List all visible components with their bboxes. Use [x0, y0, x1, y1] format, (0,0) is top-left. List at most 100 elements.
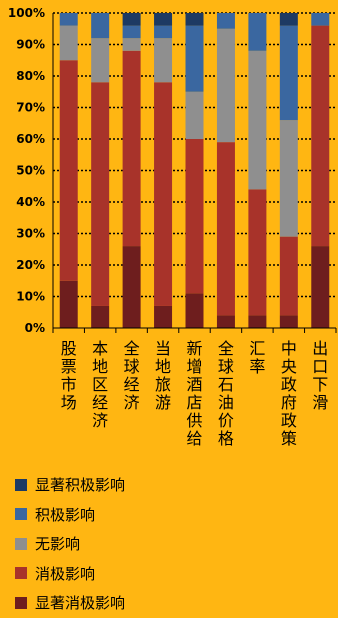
bar-segment	[185, 25, 204, 92]
bar-segment	[279, 120, 298, 237]
bar-segment	[279, 236, 298, 316]
legend-label: 消极影响	[35, 564, 96, 583]
y-tick-label: 10%	[16, 290, 45, 304]
x-tick-label: 出	[312, 339, 328, 358]
x-tick-label: 市	[61, 375, 77, 394]
y-tick-label: 100%	[8, 6, 45, 20]
x-tick-label: 府	[281, 393, 297, 412]
y-tick-label: 50%	[16, 164, 45, 178]
legend-item-positive: 积极影响	[15, 500, 125, 530]
legend-swatch	[15, 537, 27, 550]
bar-segment	[154, 82, 173, 306]
bar-segment	[59, 60, 78, 281]
x-tick-label: 地	[92, 357, 108, 376]
bar-segment	[122, 25, 141, 39]
bar-segment	[59, 13, 78, 26]
bar-segment	[154, 13, 173, 26]
x-tick-label: 经	[92, 393, 108, 412]
legend-swatch	[15, 596, 27, 609]
bar-segment	[279, 315, 298, 328]
x-tick-label: 政	[281, 411, 297, 430]
legend-label: 显著消极影响	[35, 594, 126, 613]
x-tick-label: 政	[281, 375, 297, 394]
bar-segment	[122, 13, 141, 26]
x-tick-label: 率	[249, 357, 265, 376]
bar-segment	[154, 305, 173, 328]
y-tick-label: 40%	[16, 195, 45, 209]
x-tick-label: 济	[92, 411, 108, 430]
bar-segment	[91, 38, 110, 83]
legend-label: 无影响	[35, 535, 81, 554]
x-tick-label: 供	[186, 411, 202, 430]
legend-label: 积极影响	[35, 505, 96, 524]
bar-segment	[216, 28, 235, 143]
bar-segment	[248, 13, 267, 51]
bar-segment	[185, 293, 204, 328]
x-tick-label: 旅	[155, 375, 171, 394]
x-tick-label: 增	[186, 357, 202, 376]
bar-segment	[185, 139, 204, 294]
legend-item-neutral: 无影响	[15, 529, 125, 559]
bar-segment	[216, 13, 235, 29]
x-tick-label: 汇	[249, 339, 265, 358]
bar-segment	[185, 13, 204, 26]
x-tick-label: 口	[312, 357, 328, 376]
bar-segment	[216, 142, 235, 316]
bar-segment	[91, 13, 110, 39]
x-tick-label: 滑	[312, 393, 328, 412]
x-tick-label: 本	[92, 339, 108, 358]
x-tick-label: 价	[218, 411, 234, 430]
bar-segment	[154, 25, 173, 39]
y-tick-label: 60%	[16, 132, 45, 146]
legend-swatch	[15, 508, 27, 521]
y-tick-label: 20%	[16, 258, 45, 272]
x-tick-label: 店	[186, 393, 202, 412]
x-tick-label: 股	[61, 339, 77, 358]
bar-segment	[216, 315, 235, 328]
bar-segment	[59, 280, 78, 328]
x-tick-label: 当	[155, 339, 171, 358]
bar-segment	[91, 82, 110, 306]
bar-segment	[311, 246, 330, 328]
bar-segment	[311, 13, 330, 26]
bar-segment	[122, 50, 141, 247]
bar-segment	[91, 305, 110, 328]
x-tick-label: 新	[186, 339, 202, 358]
legend-item-negative: 消极影响	[15, 559, 125, 589]
x-tick-label: 全	[124, 339, 140, 358]
bar-segment	[122, 38, 141, 51]
bar-segment	[279, 13, 298, 26]
x-tick-label: 酒	[186, 375, 202, 394]
bar-segment	[154, 38, 173, 83]
legend-swatch	[15, 567, 27, 580]
y-tick-label: 80%	[16, 69, 45, 83]
legend-item-sig-negative: 显著消极影响	[15, 588, 125, 618]
y-tick-label: 90%	[16, 38, 45, 52]
y-tick-label: 30%	[16, 227, 45, 241]
x-tick-label: 球	[218, 357, 234, 376]
bar-segment	[248, 189, 267, 316]
bar-segment	[185, 91, 204, 139]
bar-segment	[59, 25, 78, 61]
x-tick-label: 央	[281, 357, 297, 376]
y-tick-label: 70%	[16, 101, 45, 115]
bar-segment	[279, 25, 298, 121]
x-tick-label: 全	[218, 339, 234, 358]
bar-segment	[122, 246, 141, 328]
x-tick-label: 区	[92, 375, 108, 394]
x-tick-label: 票	[61, 357, 77, 376]
x-tick-label: 下	[312, 375, 328, 394]
x-tick-label: 济	[124, 393, 140, 412]
x-tick-label: 游	[155, 393, 171, 412]
x-tick-label: 格	[218, 429, 234, 448]
x-tick-label: 策	[281, 429, 297, 448]
legend-label: 显著积极影响	[35, 476, 126, 495]
x-tick-label: 石	[218, 375, 234, 394]
x-tick-label: 场	[61, 393, 77, 412]
x-tick-label: 经	[124, 375, 140, 394]
legend-item-sig-positive: 显著积极影响	[15, 470, 125, 500]
bar-segment	[311, 25, 330, 247]
y-tick-label: 0%	[25, 321, 45, 335]
x-tick-label: 地	[155, 357, 171, 376]
